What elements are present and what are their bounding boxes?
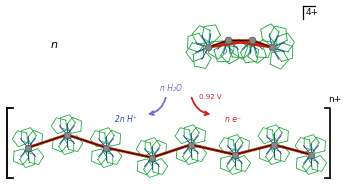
FancyArrowPatch shape [150,98,166,115]
FancyArrowPatch shape [192,98,208,115]
Text: 4+: 4+ [306,8,319,17]
Text: 2n H⁺: 2n H⁺ [115,115,137,124]
Text: 0.92 V: 0.92 V [199,94,222,100]
Text: n H₂O: n H₂O [160,84,182,93]
Text: n e⁻: n e⁻ [225,115,241,124]
Text: n+: n+ [329,95,342,105]
Text: n: n [51,40,58,50]
